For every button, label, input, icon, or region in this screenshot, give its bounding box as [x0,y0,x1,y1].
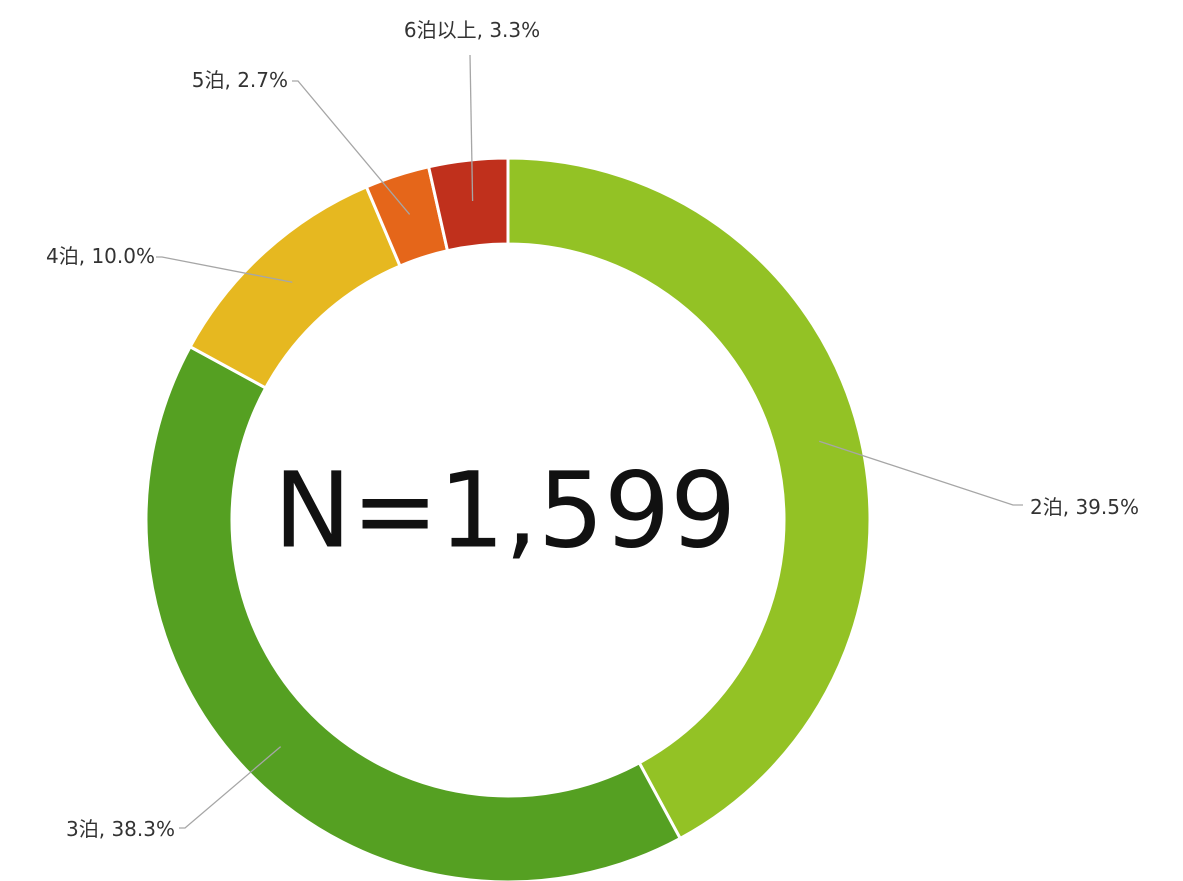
data-label: 2泊, 39.5% [1030,495,1139,519]
category-label: 5泊 [192,68,225,92]
category-label: 2泊 [1030,495,1063,519]
value-label: 3.3% [489,18,540,42]
value-label: 38.3% [111,817,175,841]
category-label: 4泊 [46,244,79,268]
donut-slice [426,156,510,253]
data-label: 4泊, 10.0% [46,244,155,268]
donut-slice [188,184,403,390]
leader-line [292,80,411,215]
value-label: 10.0% [91,244,155,268]
leader-line [156,256,293,283]
leader-line [179,746,282,829]
donut-slice [506,156,872,841]
center-label: N=1,599 [274,449,737,571]
leader-line [818,440,1023,506]
label-separator: , [79,244,92,268]
label-separator: , [1063,495,1076,519]
label-separator: , [477,18,490,42]
leader-line [469,54,474,201]
donut-slice [144,344,683,881]
data-label: 3泊, 38.3% [66,817,175,841]
category-label: 6泊以上 [404,18,477,42]
data-label: 5泊, 2.7% [192,68,288,92]
data-label: 6泊以上, 3.3% [404,18,540,42]
category-label: 3泊 [66,817,99,841]
value-label: 39.5% [1075,495,1139,519]
label-separator: , [99,817,112,841]
label-separator: , [224,68,237,92]
value-label: 2.7% [237,68,288,92]
